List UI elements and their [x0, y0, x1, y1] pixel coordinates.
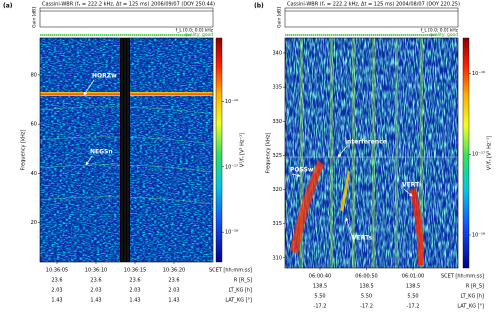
ephemeris-value: 1.43: [168, 298, 179, 304]
annotation-arrow: [85, 155, 93, 166]
colorbar-tick-label: 10⁻¹⁸: [472, 232, 485, 238]
y-tick-label: 320: [272, 187, 282, 193]
y-axis-label: Frequency [kHz]: [21, 130, 27, 171]
x-tick-label: 10:36:10: [85, 268, 107, 274]
ephemeris-value: 2.03: [51, 288, 62, 294]
ephemeris-value: 138.5: [313, 284, 327, 290]
ephemeris-value: 1.43: [129, 298, 140, 304]
ephemeris-value: 1.43: [90, 298, 101, 304]
annotation-arrow: [83, 79, 95, 96]
x-tick-label: 10:36:05: [46, 268, 68, 274]
ephemeris-value: 1.43: [51, 298, 62, 304]
x-tick-label: 10:36:15: [124, 268, 146, 274]
y-tick-label: 335: [272, 85, 282, 91]
x-tick-label: 06:00:50: [355, 274, 377, 280]
colorbar-tick-label: 10⁻¹⁸: [225, 230, 238, 236]
colorbar-label: V²/fₛ [V² Hz⁻¹]: [487, 136, 493, 170]
ephemeris-label: LT_KG [h]: [461, 294, 485, 300]
ephemeris-value: -17.2: [314, 304, 327, 310]
spectrogram-noise: [285, 38, 458, 268]
colorbar-label: V²/fₛ [V² Hz⁻¹]: [240, 133, 246, 167]
y-tick-label: 325: [272, 153, 282, 159]
burst-streak: [330, 38, 333, 268]
ephemeris-value: 23.6: [51, 278, 62, 284]
colorbar-tick-label: 10⁻¹⁶: [225, 99, 238, 105]
ephemeris-value: 138.5: [406, 284, 420, 290]
panel-label: (b): [254, 3, 264, 10]
x-tick-label: 06:01:00: [402, 274, 424, 280]
gain-box: [39, 7, 214, 28]
ephemeris-value: 2.03: [129, 288, 140, 294]
colorbar: [462, 37, 470, 269]
panel-label: (a): [3, 3, 13, 10]
gain-label: Gain [dB]: [277, 7, 283, 28]
spectrogram: [285, 38, 458, 268]
burst-streak: [372, 38, 375, 268]
ephemeris-value: 2.03: [90, 288, 101, 294]
annotation: HORZw: [92, 73, 117, 80]
annotation-arrow: [291, 173, 301, 178]
quality-label: quality: good: [184, 32, 213, 38]
x-tick-label: 06:00:40: [309, 274, 331, 280]
y-tick-label: 80: [31, 72, 37, 78]
colorbar-tick-label: 10⁻¹⁷: [472, 152, 485, 158]
filter-note: f_L [0.0; 0.0] kHz: [421, 28, 459, 34]
panel-title: Cassini-WBR (fₛ = 222.2 kHz, Δt = 125 ms…: [42, 2, 215, 8]
y-axis-label: Frequency [kHz]: [266, 133, 272, 174]
colorbar: [215, 37, 223, 263]
ephemeris-label: LAT_KG [°]: [457, 304, 484, 310]
y-tick-label: 315: [272, 221, 282, 227]
ephemeris-label: R [R_S]: [234, 278, 252, 284]
annotation: interference: [345, 139, 387, 146]
x-axis-label: SCET [hh:mm:ss]: [209, 268, 252, 274]
y-tick-label: 330: [272, 119, 282, 125]
annotation: VERTs: [352, 235, 372, 242]
filter-note: f_L [0.0; 0.0] kHz: [176, 28, 214, 34]
annotation: VERTi: [402, 182, 421, 189]
spectrogram: [40, 38, 213, 262]
burst-streak: [352, 38, 355, 268]
emission-feature: [290, 160, 324, 255]
ephemeris-value: 5.50: [314, 294, 325, 300]
panel-title: Cassini-WBR (fₛ = 222.2 kHz, Δt = 125 ms…: [287, 2, 460, 8]
y-tick-label: 40: [31, 171, 37, 177]
y-tick-label: 20: [31, 220, 37, 226]
plot-frame: [284, 37, 459, 269]
x-tick-label: 10:36:20: [163, 268, 185, 274]
emission-feature: [410, 188, 424, 265]
ephemeris-value: 23.6: [90, 278, 101, 284]
ephemeris-label: LAT_KG [°]: [225, 298, 252, 304]
colorbar-tick-label: 10⁻¹⁶: [472, 71, 485, 77]
annotation-arrow: [337, 145, 348, 158]
y-tick-label: 340: [272, 51, 282, 57]
annotation-arrow: [345, 217, 355, 243]
y-tick-label: 310: [272, 255, 282, 261]
burst-streak: [300, 38, 303, 268]
ephemeris-label: LT_KG [h]: [229, 288, 253, 294]
burst-streak: [395, 38, 398, 268]
ephemeris-value: -17.2: [360, 304, 373, 310]
ephemeris-value: 23.6: [168, 278, 179, 284]
ephemeris-value: -17.2: [407, 304, 420, 310]
ephemeris-value: 23.6: [129, 278, 140, 284]
gain-box: [284, 7, 459, 28]
ephemeris-value: 5.50: [407, 294, 418, 300]
plot-frame: [39, 37, 214, 263]
emission-feature: [340, 170, 350, 212]
gain-label: Gain [dB]: [32, 7, 38, 28]
colorbar-tick-label: 10⁻¹⁷: [225, 164, 238, 170]
burst-streak: [420, 38, 423, 268]
quality-label: quality: good: [429, 32, 458, 38]
annotation: POSSw: [290, 167, 314, 174]
ephemeris-value: 2.03: [168, 288, 179, 294]
ephemeris-value: 5.50: [361, 294, 372, 300]
ephemeris-value: 138.5: [359, 284, 373, 290]
y-tick-label: 60: [31, 122, 37, 128]
ephemeris-label: R [R_S]: [466, 284, 484, 290]
annotation: NEGSn: [90, 149, 113, 156]
x-axis-label: SCET [hh:mm:ss]: [441, 274, 484, 280]
annotation-arrow: [403, 188, 413, 197]
